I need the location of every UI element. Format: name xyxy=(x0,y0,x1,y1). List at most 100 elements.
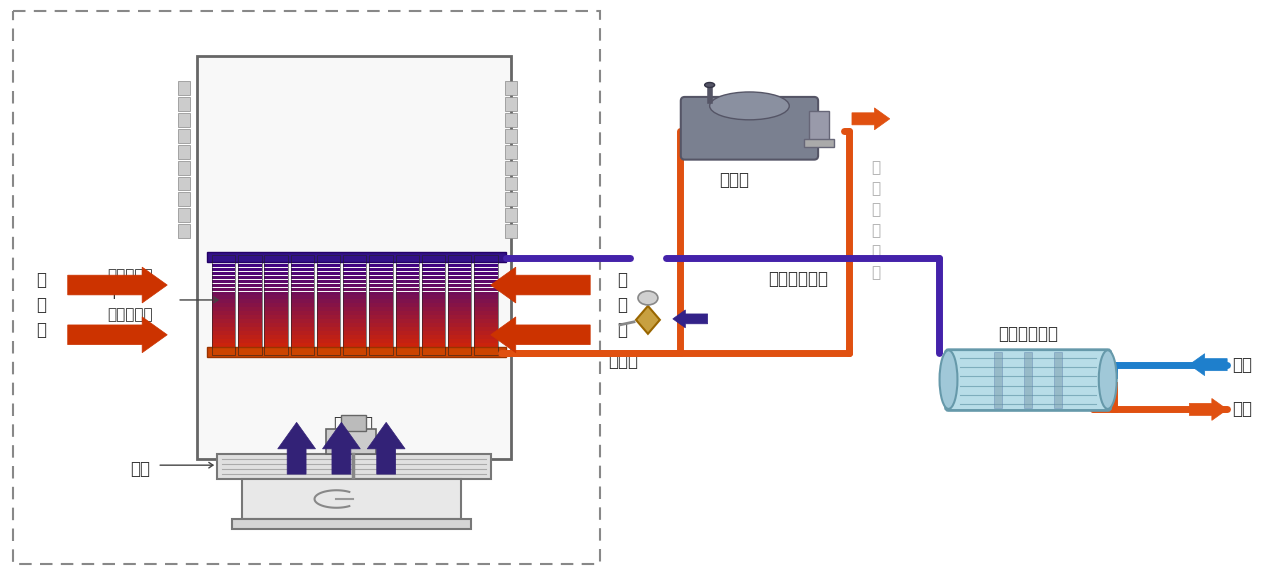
Bar xyxy=(343,324,367,327)
Bar xyxy=(264,287,288,291)
Bar xyxy=(239,319,261,323)
Bar xyxy=(396,283,419,287)
Bar xyxy=(343,255,367,354)
Ellipse shape xyxy=(939,350,957,409)
Bar xyxy=(239,287,261,291)
Bar xyxy=(396,259,419,263)
Bar xyxy=(343,276,367,279)
Bar xyxy=(343,287,367,291)
Bar xyxy=(448,319,471,323)
Bar xyxy=(239,296,261,299)
Bar xyxy=(475,264,497,267)
Ellipse shape xyxy=(709,92,789,120)
Bar xyxy=(369,339,392,343)
Bar xyxy=(505,81,516,95)
Bar xyxy=(317,276,340,279)
Bar xyxy=(343,335,367,339)
Ellipse shape xyxy=(704,83,714,87)
Bar xyxy=(475,256,497,259)
Bar xyxy=(343,343,367,347)
Bar xyxy=(291,280,313,283)
Bar xyxy=(396,272,419,275)
Bar xyxy=(317,324,340,327)
Bar xyxy=(421,280,445,283)
Bar xyxy=(448,268,471,271)
Bar xyxy=(291,339,313,343)
Bar xyxy=(369,292,392,295)
Bar xyxy=(505,129,516,143)
Text: 冷空气出: 冷空气出 xyxy=(334,415,373,433)
Bar xyxy=(212,268,235,271)
Bar xyxy=(505,145,516,159)
Bar xyxy=(317,255,340,354)
Bar xyxy=(448,300,471,303)
Bar xyxy=(396,256,419,259)
Bar xyxy=(239,268,261,271)
Bar xyxy=(239,327,261,331)
Bar xyxy=(239,255,261,354)
Bar xyxy=(475,276,497,279)
FancyBboxPatch shape xyxy=(945,350,1110,410)
Bar xyxy=(343,307,367,311)
Bar xyxy=(291,268,313,271)
Bar xyxy=(212,327,235,331)
Bar xyxy=(343,292,367,295)
Bar xyxy=(317,259,340,263)
Bar xyxy=(343,256,367,259)
Bar xyxy=(396,327,419,331)
Bar xyxy=(239,292,261,295)
Bar xyxy=(475,280,497,283)
Bar xyxy=(475,292,497,295)
Bar xyxy=(421,347,445,351)
Bar xyxy=(239,343,261,347)
Bar xyxy=(291,287,313,291)
Bar xyxy=(317,311,340,315)
Bar xyxy=(369,280,392,283)
Bar xyxy=(264,272,288,275)
Bar xyxy=(448,292,471,295)
Polygon shape xyxy=(851,108,890,130)
Bar xyxy=(421,331,445,335)
Bar xyxy=(475,303,497,307)
Polygon shape xyxy=(67,267,168,303)
Bar xyxy=(212,283,235,287)
Bar xyxy=(369,303,392,307)
Bar xyxy=(242,479,461,519)
Bar xyxy=(178,145,190,159)
Bar xyxy=(421,311,445,315)
Bar xyxy=(396,339,419,343)
Bar xyxy=(264,311,288,315)
Bar xyxy=(421,327,445,331)
Bar xyxy=(396,307,419,311)
Bar xyxy=(421,339,445,343)
Bar xyxy=(217,454,491,479)
Text: 壳管式冷凝器: 壳管式冷凝器 xyxy=(999,325,1058,343)
Bar xyxy=(369,319,392,323)
FancyBboxPatch shape xyxy=(680,97,819,160)
Bar xyxy=(291,315,313,319)
Bar xyxy=(212,324,235,327)
Bar xyxy=(421,276,445,279)
Bar xyxy=(369,276,392,279)
Bar xyxy=(264,259,288,263)
Bar xyxy=(396,268,419,271)
Bar xyxy=(343,300,367,303)
Bar xyxy=(317,283,340,287)
Bar xyxy=(264,319,288,323)
Bar xyxy=(207,347,505,357)
Bar xyxy=(239,311,261,315)
Bar xyxy=(264,296,288,299)
Bar xyxy=(505,113,516,127)
Bar xyxy=(317,256,340,259)
Bar xyxy=(343,259,367,263)
Bar xyxy=(291,276,313,279)
Bar xyxy=(317,296,340,299)
Bar xyxy=(239,280,261,283)
Bar xyxy=(291,327,313,331)
Bar xyxy=(291,335,313,339)
Text: 压缩机: 压缩机 xyxy=(720,171,750,188)
Bar xyxy=(343,264,367,267)
Bar xyxy=(475,268,497,271)
Bar xyxy=(264,343,288,347)
Bar xyxy=(475,259,497,263)
